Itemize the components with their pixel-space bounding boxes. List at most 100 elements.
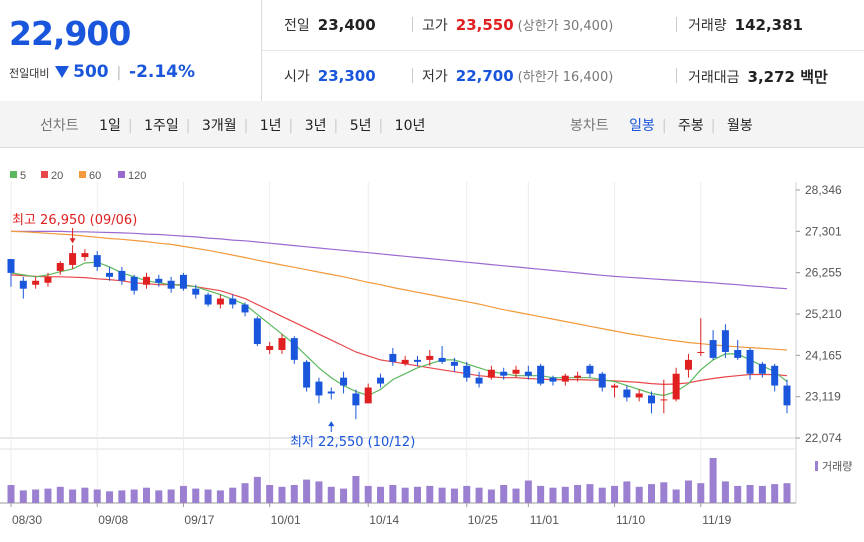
x-tick-label: 11/19 xyxy=(702,513,731,527)
volume-bar xyxy=(216,490,224,503)
volume-bar xyxy=(586,484,594,503)
candle-body xyxy=(586,365,594,374)
candle-body xyxy=(450,361,458,366)
x-tick-label: 10/25 xyxy=(468,513,498,527)
volume-bar xyxy=(475,487,483,503)
candle-body xyxy=(537,365,545,384)
change-amount: 500 xyxy=(73,62,109,82)
y-tick-label: 23,119 xyxy=(805,390,841,404)
candle-body xyxy=(69,253,77,265)
line-chart-label: 선차트 xyxy=(40,118,79,134)
x-tick-label: 08/30 xyxy=(12,513,42,527)
volume-bar xyxy=(377,486,385,503)
volume-bar xyxy=(771,484,779,503)
candle-body xyxy=(377,377,385,384)
volume-bar xyxy=(487,489,495,503)
tab-1week[interactable]: 1주일 xyxy=(144,118,179,134)
volume-bar xyxy=(574,485,582,503)
candle-body xyxy=(611,385,619,388)
stat-value: 3,272 백만 xyxy=(747,68,828,86)
divider: | xyxy=(333,118,339,134)
x-tick-label: 09/17 xyxy=(184,513,214,527)
volume-bar xyxy=(340,488,348,503)
volume-bar xyxy=(389,485,397,503)
volume-legend-swatch xyxy=(815,461,818,471)
tab-1day[interactable]: 1일 xyxy=(99,118,121,134)
candle-body xyxy=(93,255,101,267)
volume-bar xyxy=(758,485,766,503)
candle-body xyxy=(179,274,187,289)
candle-body xyxy=(598,373,606,388)
candle-body xyxy=(19,280,27,289)
volume-bar xyxy=(290,485,298,503)
candle-body xyxy=(783,385,791,406)
candle-body xyxy=(635,393,643,398)
volume-label: 거래량 xyxy=(822,460,852,473)
price-box: 22,900 전일대비 500 | -2.14% xyxy=(0,0,262,102)
candle-body xyxy=(303,361,311,388)
volume-bar xyxy=(598,487,606,503)
volume-bar xyxy=(783,483,791,503)
volume-bar xyxy=(438,487,446,503)
volume-bar xyxy=(721,481,729,503)
stats-row: 전일 23,400 고가 23,550 (상한가 30,400) 거래량 142,381 xyxy=(262,0,864,51)
ma60-line xyxy=(10,230,788,351)
lower-limit: (하한가 16,400) xyxy=(517,70,614,85)
candle-body xyxy=(241,304,249,313)
volume-bar xyxy=(19,490,27,503)
divider xyxy=(676,68,677,83)
ma20-line xyxy=(10,274,788,386)
upper-limit: (상한가 30,400) xyxy=(517,19,614,34)
candle-body xyxy=(192,288,200,295)
volume-bar xyxy=(204,489,212,503)
legend-label: 60 xyxy=(89,170,101,182)
candle-body xyxy=(290,338,298,360)
volume-bar xyxy=(352,476,360,503)
legend-label: 5 xyxy=(20,170,26,182)
x-tick-label: 10/01 xyxy=(271,513,301,527)
tab-daily[interactable]: 일봉 xyxy=(629,118,655,134)
candle-body xyxy=(352,393,360,406)
volume-bar xyxy=(278,486,286,503)
candle-chart-label: 봉차트 xyxy=(570,118,609,134)
tab-3month[interactable]: 3개월 xyxy=(201,118,237,134)
tab-10year[interactable]: 10년 xyxy=(394,118,426,134)
divider: | xyxy=(710,118,716,134)
stat-label: 고가 xyxy=(422,18,448,34)
legend-label: 120 xyxy=(128,170,146,182)
volume-bar xyxy=(69,489,77,503)
candle-body xyxy=(389,353,397,362)
tab-1year[interactable]: 1년 xyxy=(259,118,282,134)
tab-5year[interactable]: 5년 xyxy=(349,118,372,134)
volume-bar xyxy=(32,489,40,503)
volume-bar xyxy=(364,485,372,503)
tab-weekly[interactable]: 주봉 xyxy=(678,118,704,134)
low-annotation: 최저 22,550 (10/12) xyxy=(290,435,415,450)
high-arrow-icon xyxy=(69,238,76,244)
stat-value: 22,700 xyxy=(455,67,514,85)
volume-bar xyxy=(56,486,64,503)
candle-body xyxy=(7,259,15,273)
candle-body xyxy=(266,346,274,350)
volume-bar xyxy=(413,486,421,503)
volume-bar xyxy=(672,489,680,503)
volume-bar xyxy=(303,479,311,503)
change-label: 전일대비 xyxy=(9,67,50,80)
candle-body xyxy=(278,338,286,350)
stat-label: 거래대금 xyxy=(688,70,740,86)
volume-bar xyxy=(561,486,569,503)
quote-header: 22,900 전일대비 500 | -2.14% 전일 23,400 고가 23,5… xyxy=(0,0,864,102)
volume-bar xyxy=(266,485,274,503)
candle-body xyxy=(44,276,52,283)
candle-body xyxy=(561,375,569,382)
candle-body xyxy=(401,359,409,364)
divider: | xyxy=(243,118,249,134)
legend-swatch xyxy=(118,171,125,178)
tab-3year[interactable]: 3년 xyxy=(304,118,327,134)
legend-swatch xyxy=(41,171,48,178)
y-tick-label: 27,301 xyxy=(805,224,842,238)
tab-monthly[interactable]: 월봉 xyxy=(726,118,753,134)
volume-bar xyxy=(537,485,545,503)
candle-body xyxy=(413,359,421,362)
